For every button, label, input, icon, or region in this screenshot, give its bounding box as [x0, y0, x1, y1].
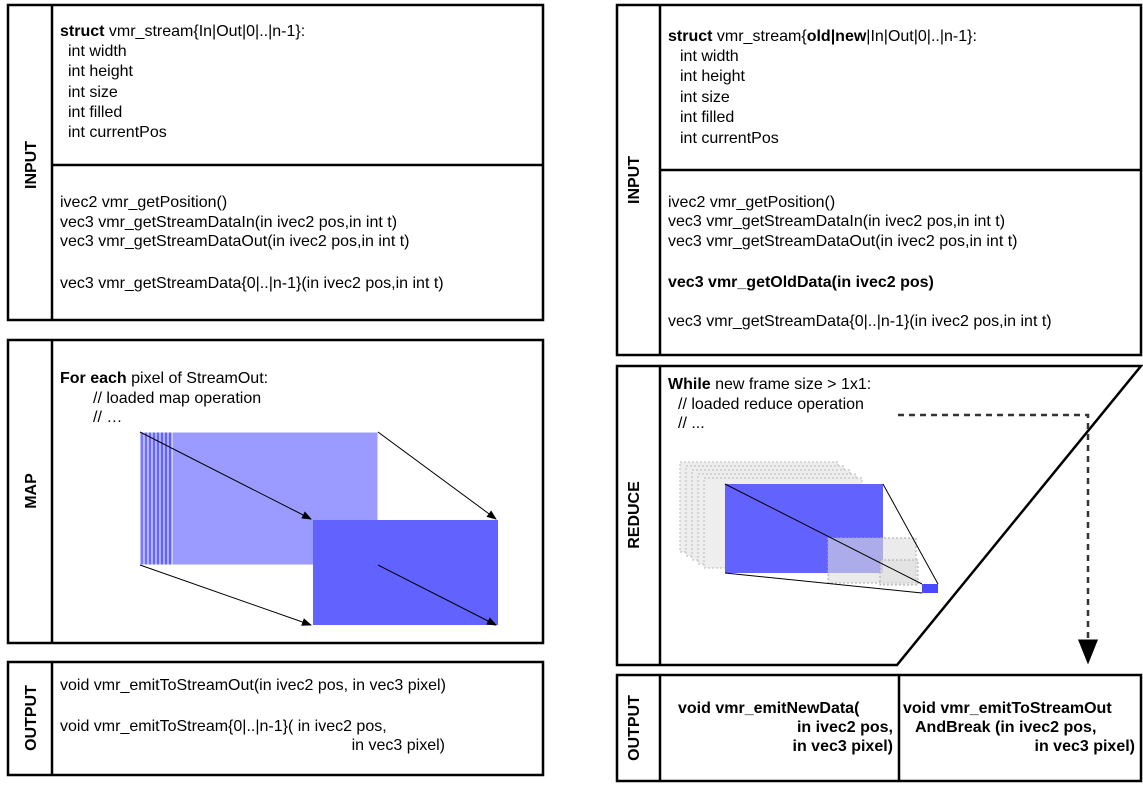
section-label: OUTPUT [23, 685, 40, 751]
code-line: AndBreak (in ivec2 pos, [915, 719, 1096, 736]
text-segment: |In|Out|0|..|n-1}: [866, 28, 977, 45]
text-segment: // … [93, 409, 122, 426]
code-line: void vmr_emitToStreamOut [903, 700, 1112, 717]
code-line: in vec3 pixel) [793, 738, 894, 755]
left-map-box [6, 338, 545, 645]
left-input-box [6, 3, 545, 322]
code-line: int currentPos [68, 124, 167, 141]
text-segment: vec3 vmr_getStreamData{0|..|n-1}(in ivec… [668, 313, 1052, 330]
code-line: vec3 vmr_getStreamDataOut(in ivec2 pos,i… [668, 233, 1017, 250]
code-line: void vmr_emitToStream{0|..|n-1}( in ivec… [60, 718, 387, 735]
code-line: // … [93, 409, 122, 426]
text-segment: in ivec2 pos, [797, 719, 893, 736]
code-line: void vmr_emitNewData( [678, 700, 860, 717]
text-segment: struct [60, 23, 105, 40]
section-label: MAP [23, 473, 40, 509]
code-line: int currentPos [680, 130, 779, 147]
code-line: int height [68, 63, 133, 80]
text-segment: // loaded reduce operation [678, 396, 864, 413]
code-line: int filled [680, 109, 734, 126]
text-segment: void vmr_emitNewData( [678, 700, 860, 717]
text-segment: For each [60, 370, 127, 387]
code-line: int filled [68, 104, 122, 121]
code-line: vec3 vmr_getStreamDataIn(in ivec2 pos,in… [668, 213, 1005, 230]
text-segment: vec3 vmr_getStreamDataOut(in ivec2 pos,i… [60, 233, 409, 250]
text-segment: vmr_stream{ [712, 28, 807, 45]
text-segment: // loaded map operation [93, 390, 261, 407]
code-line: in vec3 pixel) [1035, 738, 1136, 755]
code-line: ivec2 vmr_getPosition() [60, 194, 227, 211]
text-segment: int size [68, 84, 118, 101]
text-segment: int width [68, 43, 127, 60]
text-segment: int size [680, 89, 730, 106]
text-segment: vec3 vmr_getStreamDataIn(in ivec2 pos,in… [668, 213, 1005, 230]
text-segment: pixel of StreamOut: [127, 370, 268, 387]
code-line: vec3 vmr_getOldData(in ivec2 pos) [668, 274, 934, 291]
text-segment: int filled [68, 104, 122, 121]
reduce-illustration [679, 413, 1098, 665]
map-illustration [139, 431, 498, 626]
code-line: vec3 vmr_getStreamDataOut(in ivec2 pos,i… [60, 233, 409, 250]
section-label: INPUT [626, 156, 643, 204]
text-segment: int width [680, 48, 739, 65]
text-segment: old|new [807, 28, 867, 45]
code-line: in ivec2 pos, [797, 719, 893, 736]
code-line: // loaded reduce operation [678, 396, 864, 413]
code-line: For each pixel of StreamOut: [60, 370, 268, 387]
text-segment: int currentPos [680, 130, 779, 147]
section-label: OUTPUT [626, 695, 643, 761]
text-segment: AndBreak (in ivec2 pos, [915, 719, 1096, 736]
text-segment: vec3 vmr_getStreamDataOut(in ivec2 pos,i… [668, 233, 1017, 250]
text-segment: vec3 vmr_getStreamData{0|..|n-1}(in ivec… [60, 275, 444, 292]
code-line: int width [680, 48, 739, 65]
text-segment: vec3 vmr_getStreamDataIn(in ivec2 pos,in… [60, 214, 397, 231]
text-segment: int height [680, 68, 745, 85]
text-segment: int currentPos [68, 124, 167, 141]
text-segment: vmr_stream{In|Out|0|..|n-1}: [104, 23, 305, 40]
text-segment: new frame size > 1x1: [711, 376, 872, 393]
reduce-box [615, 364, 1143, 667]
section-label: INPUT [23, 141, 40, 189]
code-line: struct vmr_stream{In|Out|0|..|n-1}: [60, 23, 305, 40]
code-line: int size [680, 89, 730, 106]
right-input-box [615, 3, 1143, 357]
text-segment: // ... [678, 415, 705, 432]
code-line: int height [680, 68, 745, 85]
code-line: vec3 vmr_getStreamData{0|..|n-1}(in ivec… [668, 313, 1052, 330]
code-line: int size [68, 84, 118, 101]
text-segment: in vec3 pixel) [352, 737, 445, 754]
section-label: REDUCE [626, 481, 643, 549]
code-line: vec3 vmr_getStreamDataIn(in ivec2 pos,in… [60, 214, 397, 231]
text-segment: ivec2 vmr_getPosition() [668, 194, 835, 211]
text-segment: void vmr_emitToStreamOut [903, 700, 1112, 717]
code-line: struct vmr_stream{old|new|In|Out|0|..|n-… [668, 28, 977, 45]
code-line: void vmr_emitToStreamOut(in ivec2 pos, i… [60, 677, 446, 694]
text-segment: in vec3 pixel) [793, 738, 894, 755]
right-output-box [615, 673, 1143, 783]
text-segment: void vmr_emitToStream{0|..|n-1}( in ivec… [60, 718, 387, 735]
text-segment: vec3 vmr_getOldData(in ivec2 pos) [668, 274, 934, 291]
text-segment: void vmr_emitToStreamOut(in ivec2 pos, i… [60, 677, 446, 694]
text-segment: int filled [680, 109, 734, 126]
code-line: While new frame size > 1x1: [668, 376, 871, 393]
code-line: // ... [678, 415, 705, 432]
text-segment: struct [668, 28, 713, 45]
text-segment: While [668, 376, 711, 393]
code-line: ivec2 vmr_getPosition() [668, 194, 835, 211]
code-line: int width [68, 43, 127, 60]
text-segment: in vec3 pixel) [1035, 738, 1136, 755]
text-segment: ivec2 vmr_getPosition() [60, 194, 227, 211]
code-line: in vec3 pixel) [352, 737, 445, 754]
text-segment: int height [68, 63, 133, 80]
code-line: vec3 vmr_getStreamData{0|..|n-1}(in ivec… [60, 275, 444, 292]
code-line: // loaded map operation [93, 390, 261, 407]
left-output-box [6, 660, 545, 777]
